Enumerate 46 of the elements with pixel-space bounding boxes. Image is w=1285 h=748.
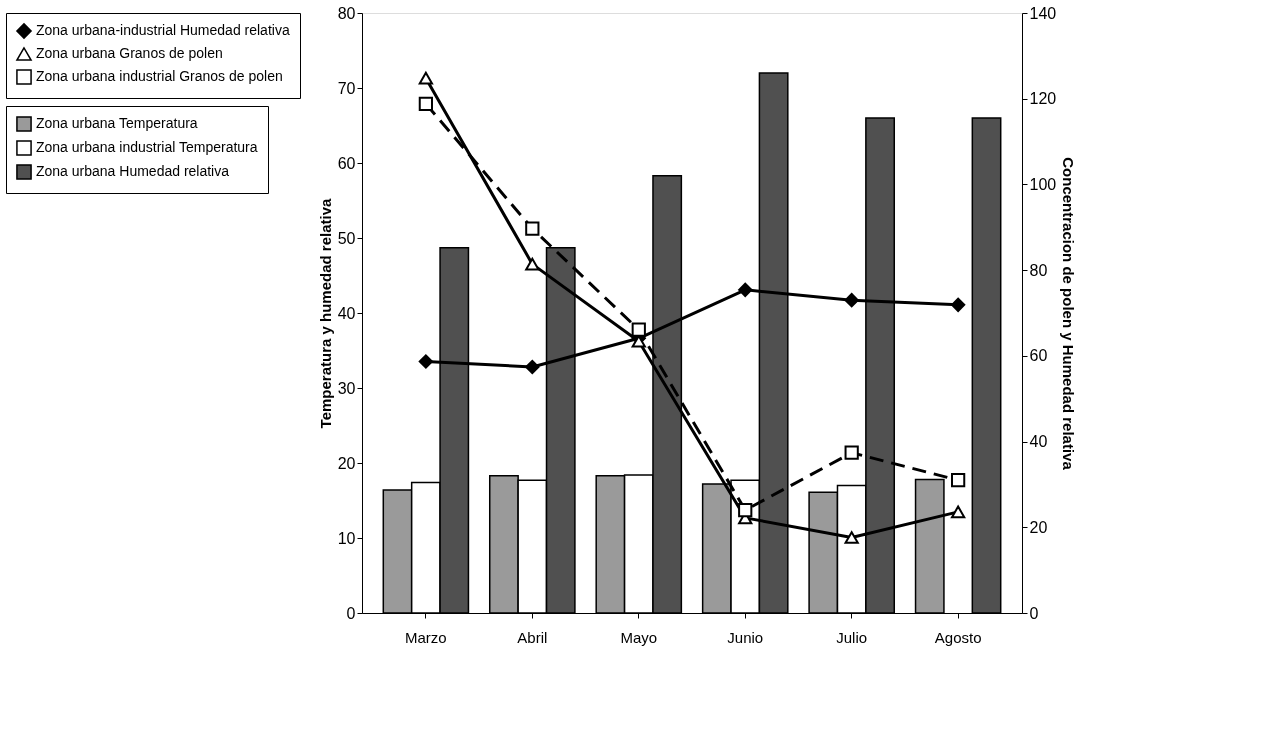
point <box>951 505 966 519</box>
x-tick-label: Mayo <box>620 628 658 646</box>
y2-tick-label: 60 <box>1029 347 1048 365</box>
y2-tick-label: 100 <box>1029 175 1057 193</box>
y-tick-label: 60 <box>337 154 356 172</box>
point <box>738 503 753 518</box>
point <box>631 322 646 337</box>
point <box>738 282 753 297</box>
y-tick-label: 40 <box>337 304 356 322</box>
legend-label: Zona urbana Granos de polen <box>36 45 223 61</box>
y-tick-label: 50 <box>337 229 356 247</box>
y-tick-label: 30 <box>337 379 356 397</box>
y2-tick-label: 80 <box>1029 261 1048 279</box>
y2-tick-label: 140 <box>1029 4 1057 22</box>
y-tick-label: 0 <box>346 604 356 622</box>
x-tick-label: Junio <box>727 628 764 646</box>
point <box>525 257 540 271</box>
legend-label: Zona urbana Temperatura <box>36 115 198 131</box>
x-tick-label: Agosto <box>934 628 982 646</box>
point <box>418 71 433 85</box>
x-tick-label: Abril <box>517 628 548 646</box>
y-tick-label: 70 <box>337 79 356 97</box>
point <box>525 221 540 236</box>
point <box>844 531 859 544</box>
point <box>844 293 859 308</box>
y2-tick-label: 120 <box>1029 90 1057 108</box>
y2-tick-label: 40 <box>1029 433 1048 451</box>
point <box>951 473 966 488</box>
point <box>418 354 433 369</box>
y-tick-label: 80 <box>337 4 356 22</box>
legend-label: Zona urbana industrial Temperatura <box>36 139 258 155</box>
y-tick-label: 20 <box>337 454 356 472</box>
x-tick-label: Marzo <box>405 628 447 646</box>
point <box>525 359 540 375</box>
point <box>418 96 433 111</box>
point <box>844 445 859 460</box>
y2-tick-label: 0 <box>1029 604 1039 622</box>
y2-axis-title: Concentracion de polen y Humedad relativa <box>1060 157 1078 471</box>
point <box>951 297 966 312</box>
y2-tick-label: 20 <box>1029 518 1048 536</box>
y-tick-label: 10 <box>337 529 356 547</box>
legend-label: Zona urbana-industrial Humedad relativa <box>36 22 290 38</box>
legend-label: Zona urbana industrial Granos de polen <box>36 68 283 84</box>
x-tick-label: Julio <box>836 628 868 646</box>
legend-label: Zona urbana Humedad relativa <box>36 163 230 179</box>
y-axis-title: Temperatura y humedad relativa <box>316 197 334 429</box>
